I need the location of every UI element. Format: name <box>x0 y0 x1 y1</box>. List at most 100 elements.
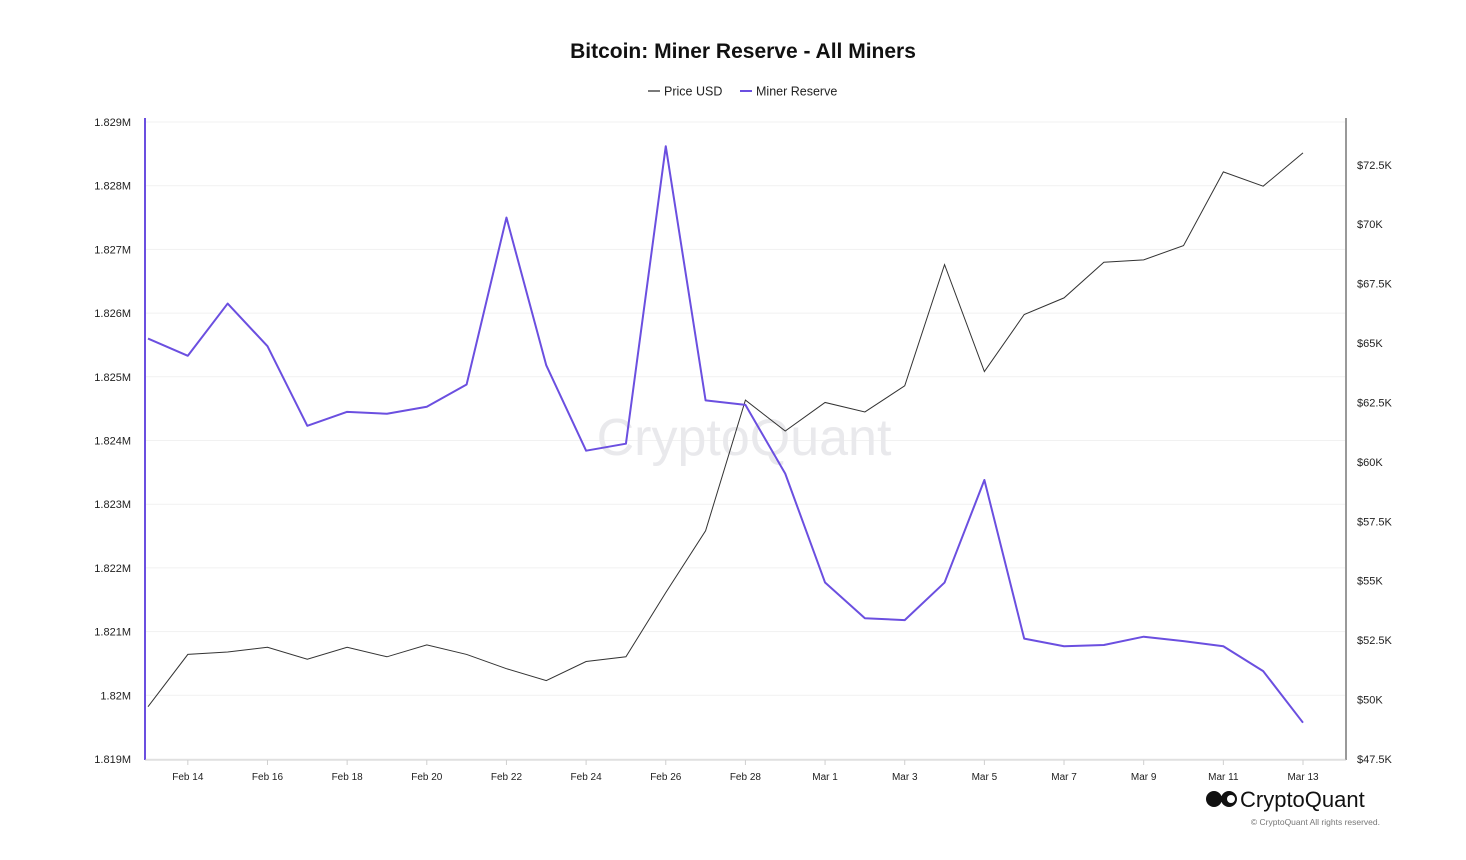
data-point-price[interactable] <box>265 645 269 649</box>
x-tick-label: Mar 3 <box>892 772 918 783</box>
data-point-reserve[interactable] <box>1221 644 1225 648</box>
data-point-reserve[interactable] <box>783 472 787 476</box>
data-point-reserve[interactable] <box>743 403 747 407</box>
data-point-reserve[interactable] <box>1301 721 1305 725</box>
x-ticks: Feb 14 Feb 16 Feb 18 Feb 20 Feb 22 Feb 24 Feb … <box>172 760 1319 783</box>
legend-label-reserve: Miner Reserve <box>756 85 837 99</box>
cryptoquant-logo-icon <box>1206 791 1237 807</box>
data-point-reserve[interactable] <box>943 581 947 585</box>
data-point-reserve[interactable] <box>982 478 986 482</box>
watermark: CryptoQuant <box>597 409 892 467</box>
y-right-tick-label: $55K <box>1357 576 1383 588</box>
y-right-tick-label: $52.5K <box>1357 635 1393 647</box>
data-point-reserve[interactable] <box>385 412 389 416</box>
data-point-reserve[interactable] <box>425 405 429 409</box>
y-left-ticks: 1.819M 1.82M 1.821M 1.822M 1.823M 1.824M 1.825… <box>94 117 131 766</box>
data-point-price[interactable] <box>345 645 349 649</box>
brand-name: CryptoQuant <box>1240 787 1365 812</box>
data-point-price[interactable] <box>305 657 309 661</box>
data-point-price[interactable] <box>226 650 230 654</box>
y-right-tick-label: $72.5K <box>1357 160 1393 172</box>
data-point-price[interactable] <box>1301 151 1305 155</box>
data-point-reserve[interactable] <box>584 449 588 453</box>
data-point-reserve[interactable] <box>624 442 628 446</box>
y-left-tick-label: 1.823M <box>94 499 131 511</box>
data-point-price[interactable] <box>544 679 548 683</box>
series-line-price[interactable] <box>147 152 1304 708</box>
data-point-price[interactable] <box>863 410 867 414</box>
data-point-price[interactable] <box>186 652 190 656</box>
y-left-tick-label: 1.829M <box>94 117 131 129</box>
legend-label-price: Price USD <box>664 85 722 99</box>
y-left-tick-label: 1.826M <box>94 308 131 320</box>
data-point-price[interactable] <box>1221 170 1225 174</box>
data-point-reserve[interactable] <box>504 216 508 220</box>
data-point-reserve[interactable] <box>305 424 309 428</box>
x-tick-label: Feb 26 <box>650 772 682 783</box>
y-right-tick-label: $60K <box>1357 457 1383 469</box>
legend-item-reserve[interactable]: Miner Reserve <box>740 85 837 99</box>
x-tick-label: Feb 14 <box>172 772 204 783</box>
data-point-reserve[interactable] <box>186 354 190 358</box>
data-point-price[interactable] <box>1102 260 1106 264</box>
data-point-price[interactable] <box>425 643 429 647</box>
y-left-tick-label: 1.821M <box>94 627 131 639</box>
data-point-reserve[interactable] <box>1022 637 1026 641</box>
data-point-reserve[interactable] <box>903 618 907 622</box>
data-point-price[interactable] <box>146 705 150 709</box>
y-left-tick-label: 1.822M <box>94 563 131 575</box>
data-point-price[interactable] <box>823 400 827 404</box>
y-right-ticks: $47.5K $50K $52.5K $55K $57.5K $60K $62.5K $65K… <box>1357 160 1393 766</box>
x-tick-label: Feb 18 <box>332 772 364 783</box>
legend[interactable]: Price USD Miner Reserve <box>648 85 837 99</box>
data-point-reserve[interactable] <box>1102 643 1106 647</box>
data-point-price[interactable] <box>1022 313 1026 317</box>
data-point-price[interactable] <box>1062 296 1066 300</box>
data-point-reserve[interactable] <box>1261 669 1265 673</box>
data-point-price[interactable] <box>903 384 907 388</box>
data-point-reserve[interactable] <box>704 398 708 402</box>
data-point-price[interactable] <box>504 667 508 671</box>
x-tick-label: Feb 20 <box>411 772 443 783</box>
data-point-price[interactable] <box>943 263 947 267</box>
data-point-reserve[interactable] <box>664 144 668 148</box>
x-tick-label: Mar 9 <box>1131 772 1157 783</box>
series-line-reserve[interactable] <box>147 145 1304 724</box>
data-point-price[interactable] <box>783 429 787 433</box>
data-point-reserve[interactable] <box>1062 644 1066 648</box>
y-left-tick-label: 1.825M <box>94 372 131 384</box>
data-point-reserve[interactable] <box>226 302 230 306</box>
data-point-price[interactable] <box>465 652 469 656</box>
y-left-tick-label: 1.819M <box>94 754 131 766</box>
legend-item-price[interactable]: Price USD <box>648 85 722 99</box>
data-point-reserve[interactable] <box>345 410 349 414</box>
data-point-reserve[interactable] <box>823 581 827 585</box>
data-point-reserve[interactable] <box>863 616 867 620</box>
data-point-reserve[interactable] <box>265 344 269 348</box>
data-point-price[interactable] <box>385 655 389 659</box>
data-point-price[interactable] <box>584 660 588 664</box>
data-point-price[interactable] <box>664 591 668 595</box>
data-point-price[interactable] <box>1182 244 1186 248</box>
data-point-reserve[interactable] <box>465 382 469 386</box>
data-point-price[interactable] <box>624 655 628 659</box>
data-point-reserve[interactable] <box>1142 635 1146 639</box>
y-right-tick-label: $57.5K <box>1357 516 1393 528</box>
brand-copyright: © CryptoQuant All rights reserved. <box>1251 817 1380 827</box>
y-right-tick-label: $70K <box>1357 219 1383 231</box>
x-tick-label: Mar 5 <box>972 772 998 783</box>
data-point-reserve[interactable] <box>146 337 150 341</box>
data-point-price[interactable] <box>982 370 986 374</box>
data-point-reserve[interactable] <box>1182 639 1186 643</box>
y-right-tick-label: $47.5K <box>1357 754 1393 766</box>
data-point-reserve[interactable] <box>544 363 548 367</box>
data-point-price[interactable] <box>704 529 708 533</box>
data-point-price[interactable] <box>743 398 747 402</box>
y-left-tick-label: 1.82M <box>100 690 131 702</box>
data-point-price[interactable] <box>1142 258 1146 262</box>
gridlines <box>146 121 1345 760</box>
data-point-price[interactable] <box>1261 184 1265 188</box>
x-tick-label: Mar 7 <box>1051 772 1077 783</box>
x-tick-label: Mar 13 <box>1287 772 1319 783</box>
